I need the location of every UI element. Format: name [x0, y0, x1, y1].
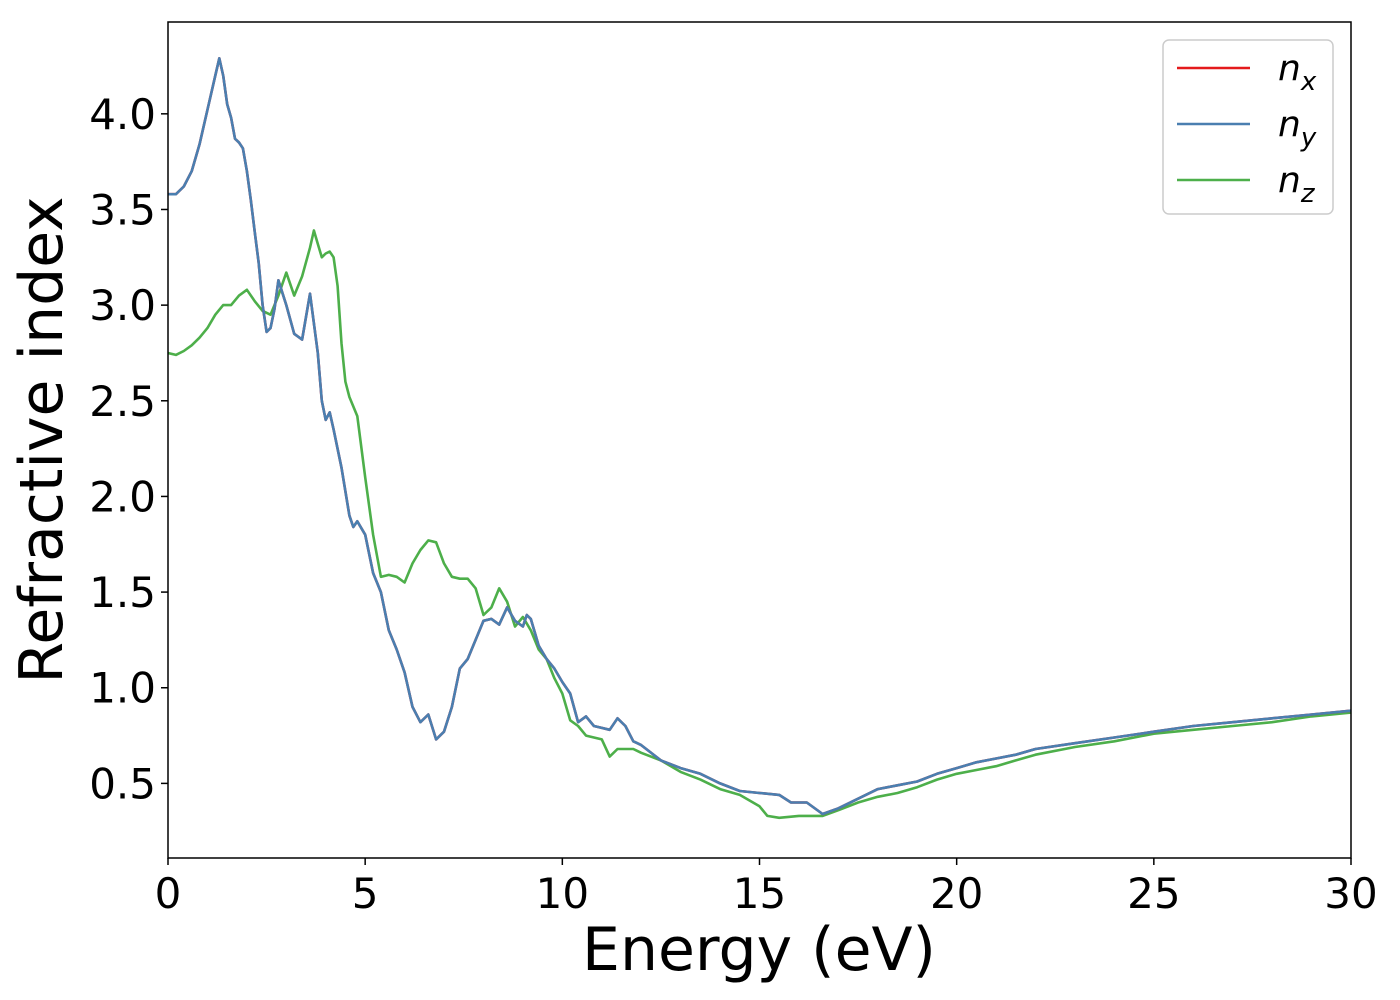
legend-label-base: n — [1278, 48, 1301, 89]
y-tick-label: 2.5 — [89, 377, 156, 426]
x-tick-label: 10 — [536, 869, 589, 918]
y-tick-label: 1.5 — [89, 568, 156, 617]
series-line-n-y — [168, 57, 1351, 816]
series-layer — [168, 57, 1351, 820]
x-tick-label: 15 — [733, 869, 786, 918]
y-tick-label: 1.0 — [89, 664, 156, 713]
series-line-n-z — [168, 229, 1351, 820]
y-axis: 0.5 1.0 1.5 2.0 2.5 3.0 3.5 4.0 — [89, 90, 168, 808]
y-tick-label: 3.5 — [89, 185, 156, 234]
x-tick-label: 5 — [352, 869, 379, 918]
x-axis: 0 5 10 15 20 25 30 — [155, 858, 1378, 918]
y-tick-label: 2.0 — [89, 472, 156, 521]
y-axis-title: Refractive index — [7, 196, 77, 683]
legend-label-n-x: nx — [1278, 48, 1317, 97]
x-tick-label: 0 — [155, 869, 182, 918]
legend-label-base: n — [1278, 160, 1301, 201]
x-tick-label: 25 — [1127, 869, 1180, 918]
y-tick-label: 4.0 — [89, 90, 156, 139]
x-tick-label: 30 — [1324, 869, 1377, 918]
legend-label-subscript: z — [1300, 179, 1316, 209]
y-tick-label: 0.5 — [89, 759, 156, 808]
legend-box — [1162, 39, 1334, 215]
x-tick-label: 20 — [930, 869, 983, 918]
legend-label-n-y: ny — [1278, 104, 1317, 153]
y-tick-label: 3.0 — [89, 281, 156, 330]
legend-label-base: n — [1278, 104, 1301, 145]
x-axis-title: Energy (eV) — [582, 915, 936, 985]
legend-label-n-z: nz — [1278, 160, 1316, 209]
legend-label-subscript: x — [1300, 67, 1317, 97]
legend-label-subscript: y — [1300, 123, 1317, 153]
